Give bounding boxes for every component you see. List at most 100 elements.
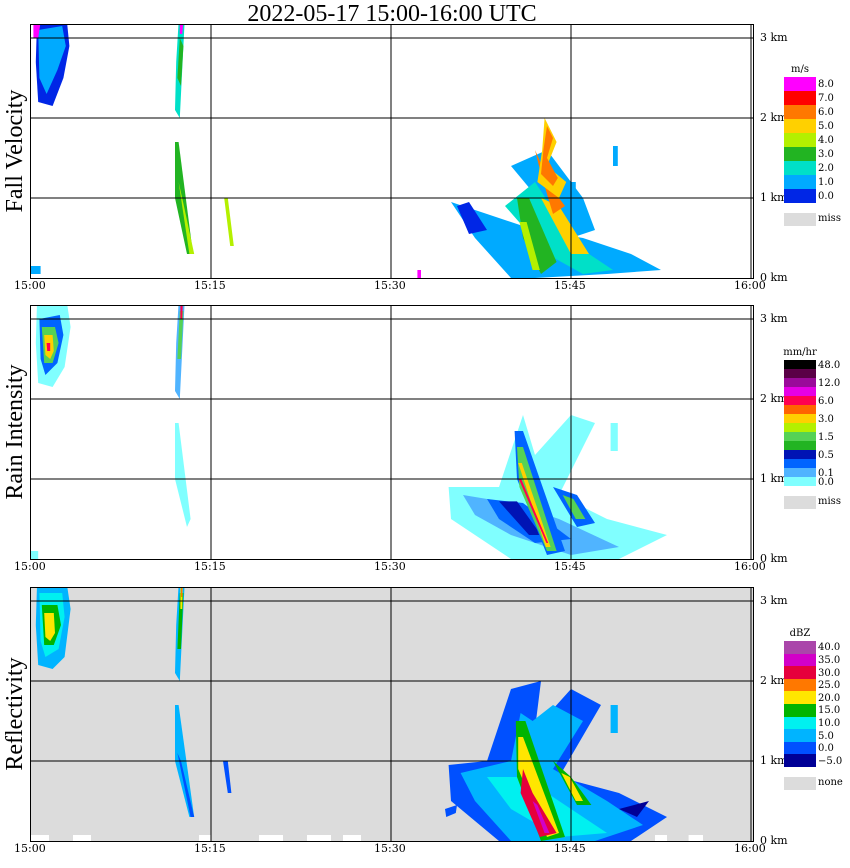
colorbar-label: −5.0 xyxy=(818,755,843,767)
colorbar-swatch xyxy=(784,459,816,468)
colorbar-swatch xyxy=(784,105,816,119)
colorbar-label: 5.0 xyxy=(818,730,834,742)
no-data-patch xyxy=(655,835,667,841)
echo-region xyxy=(181,588,183,597)
colorbar-label: 0.0 xyxy=(818,476,834,488)
colorbar-label: 8.0 xyxy=(818,79,834,90)
colorbar-label: 1.0 xyxy=(818,177,834,188)
x-tick-label: 15:30 xyxy=(374,560,406,573)
missing-label: miss xyxy=(818,496,841,507)
x-tick-label: 15:00 xyxy=(14,842,46,855)
echo-region xyxy=(518,737,559,837)
no-data-patch xyxy=(73,835,91,841)
colorbar-swatch xyxy=(784,414,816,423)
colorbar-swatch xyxy=(784,450,816,459)
no-data-patch xyxy=(343,835,361,841)
x-tick-label: 15:00 xyxy=(14,279,46,292)
echo-region xyxy=(532,801,550,833)
echo-region xyxy=(180,306,183,319)
colorbar-swatch xyxy=(784,468,816,477)
colorbar-swatch xyxy=(784,704,816,717)
colorbar-label: 3.0 xyxy=(818,149,834,160)
echo-region xyxy=(177,38,184,86)
missing-swatch xyxy=(784,496,816,509)
plot-area-1 xyxy=(31,25,753,278)
echo-region xyxy=(223,761,232,793)
echo-region xyxy=(517,198,557,274)
echo-region xyxy=(44,613,55,641)
colorbar-label: 4.0 xyxy=(818,135,834,146)
colorbar-swatch xyxy=(784,175,816,189)
echo-region xyxy=(517,447,557,551)
y-tick-label: 0 km xyxy=(760,834,788,847)
y-tick-label: 2 km xyxy=(760,674,788,687)
echo-region xyxy=(175,423,191,527)
colorbar-label: 5.0 xyxy=(818,121,834,132)
y-tick-label: 1 km xyxy=(760,472,788,485)
y-tick-label: 3 km xyxy=(760,594,788,607)
echo-region xyxy=(610,423,618,451)
colorbar-label: 48.0 xyxy=(818,359,841,371)
missing-swatch xyxy=(784,777,816,790)
echo-region xyxy=(460,705,643,841)
colorbar-swatch xyxy=(784,161,816,175)
plot-panel-2 xyxy=(30,305,754,560)
colorbar-label: 2.0 xyxy=(818,163,834,174)
plot-panel-3 xyxy=(30,587,754,842)
colorbar-swatch xyxy=(784,360,816,369)
colorbar-swatch xyxy=(784,396,816,405)
colorbar-swatch xyxy=(784,133,816,147)
colorbar-label: 12.0 xyxy=(818,377,841,389)
echo-region xyxy=(33,25,41,38)
colorbar-unit: mm/hr xyxy=(783,347,817,358)
x-tick-label: 16:00 xyxy=(734,560,766,573)
y-tick-label: 0 km xyxy=(760,552,788,565)
no-data-patch xyxy=(31,835,49,841)
x-tick-label: 15:00 xyxy=(14,560,46,573)
colorbar-swatch xyxy=(784,678,816,692)
colorbar-label: 7.0 xyxy=(818,93,834,104)
colorbar-swatch xyxy=(784,653,816,667)
echo-region xyxy=(518,463,551,547)
colorbar-swatch xyxy=(784,91,816,105)
y-tick-label: 1 km xyxy=(760,191,788,204)
y-tick-label: 0 km xyxy=(760,271,788,284)
echo-region xyxy=(417,270,421,278)
no-data-patch xyxy=(199,835,211,841)
plot-area-3 xyxy=(31,588,753,841)
echo-region xyxy=(46,343,51,351)
colorbar-label: 30.0 xyxy=(818,667,841,679)
colorbar-label: 20.0 xyxy=(818,692,841,704)
echo-region xyxy=(31,266,41,274)
colorbar-label: 6.0 xyxy=(818,395,834,407)
colorbar-swatch xyxy=(784,441,816,450)
echo-region xyxy=(499,501,541,535)
colorbar-swatch xyxy=(784,77,816,91)
x-tick-label: 15:45 xyxy=(554,842,586,855)
echo-region xyxy=(613,146,618,166)
echo-region xyxy=(224,198,234,246)
echo-region xyxy=(541,126,558,186)
echo-region xyxy=(520,769,557,837)
colorbar-swatch xyxy=(784,369,816,378)
y-tick-label: 2 km xyxy=(760,111,788,124)
no-data-patch xyxy=(688,835,703,841)
colorbar-swatch xyxy=(784,405,816,414)
colorbar-swatch xyxy=(784,423,816,432)
colorbar-unit: m/s xyxy=(791,64,809,75)
colorbar-label: 35.0 xyxy=(818,654,841,666)
x-tick-label: 15:15 xyxy=(194,279,226,292)
echo-region xyxy=(445,805,457,817)
colorbar-label: 3.0 xyxy=(818,413,834,425)
x-tick-label: 15:15 xyxy=(194,842,226,855)
colorbar-swatch xyxy=(784,189,816,203)
x-tick-label: 15:30 xyxy=(374,842,406,855)
x-tick-label: 15:15 xyxy=(194,560,226,573)
colorbar-swatch xyxy=(784,119,816,133)
echo-region xyxy=(619,801,649,817)
colorbar-label: 25.0 xyxy=(818,680,841,692)
echo-region xyxy=(31,551,39,559)
echo-region xyxy=(519,222,540,270)
echo-region xyxy=(537,118,567,198)
colorbar-swatch xyxy=(784,477,816,486)
